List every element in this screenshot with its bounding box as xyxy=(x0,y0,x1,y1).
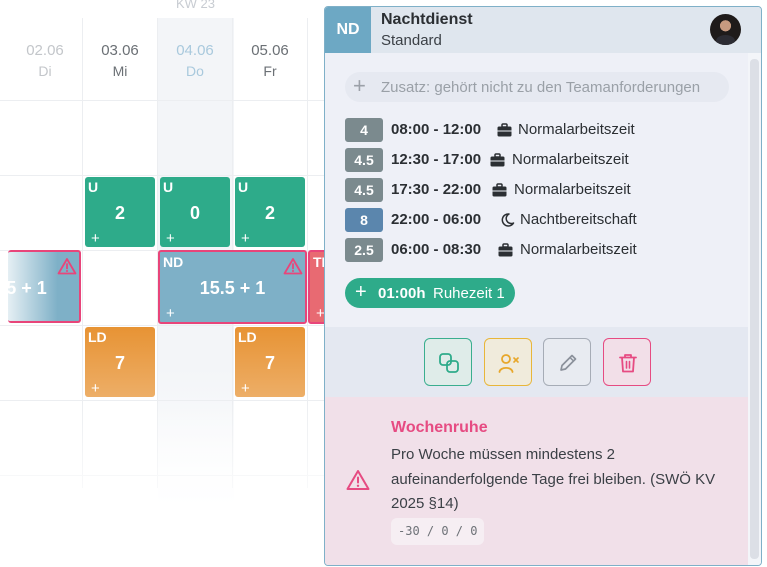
shift-card-u-mi[interactable]: U 2 + xyxy=(85,177,155,247)
grid-line xyxy=(0,175,330,176)
action-bar xyxy=(325,327,748,397)
day-date: 03.06 xyxy=(101,42,139,59)
shift-card-u-fr[interactable]: U 2 + xyxy=(235,177,305,247)
day-date: 04.06 xyxy=(176,42,214,59)
warning-icon xyxy=(346,470,370,490)
warning-title: Wochenruhe xyxy=(391,419,488,436)
shift-title: Nachtdienst xyxy=(381,11,473,28)
segment-time: 08:00 - 12:00 xyxy=(391,121,482,138)
warning-icon xyxy=(283,258,303,275)
segment-type: Normalarbeitszeit xyxy=(514,181,631,198)
day-header-fr[interactable]: 05.06 Fr xyxy=(233,42,307,79)
day-name: Mi xyxy=(112,63,128,79)
hours-badge: 8 xyxy=(345,208,383,232)
segment-type: Nachtbereitschaft xyxy=(520,211,637,228)
shift-code: U xyxy=(88,179,99,195)
grid-line xyxy=(0,100,330,101)
addon-input[interactable]: + Zusatz: gehört nicht zu den Teamanford… xyxy=(345,72,729,102)
add-icon[interactable]: + xyxy=(241,380,250,397)
shift-card-u-do[interactable]: U 0 + xyxy=(160,177,230,247)
shift-detail-popup: ND Nachtdienst Standard + Zusatz: gehört… xyxy=(324,6,762,566)
trash-icon xyxy=(619,354,637,373)
day-header-do[interactable]: 04.06 Do xyxy=(158,42,232,79)
shift-value: 7 xyxy=(264,353,275,373)
add-icon[interactable]: + xyxy=(316,305,325,322)
rule-warning: Wochenruhe Pro Woche müssen mindestens 2… xyxy=(325,397,748,565)
warning-icon xyxy=(57,258,77,275)
moon-icon xyxy=(501,213,515,227)
add-rest-time-button[interactable]: + 01:00h Ruhezeit 1 xyxy=(345,278,515,308)
segment-type: Normalarbeitszeit xyxy=(520,241,637,258)
avatar[interactable] xyxy=(710,14,741,45)
plus-icon: + xyxy=(353,73,366,98)
user-remove-icon xyxy=(498,354,519,373)
hours-badge: 4.5 xyxy=(345,148,383,172)
segment-type: Normalarbeitszeit xyxy=(512,151,629,168)
add-icon[interactable]: + xyxy=(166,305,175,322)
day-header-di[interactable]: 02.06 Di xyxy=(8,42,82,79)
grid-line xyxy=(82,18,83,488)
day-name: Fr xyxy=(263,63,277,79)
delete-button[interactable] xyxy=(603,338,651,386)
shift-type-badge: ND xyxy=(325,7,371,53)
addon-placeholder: Zusatz: gehört nicht zu den Teamanforder… xyxy=(381,79,701,96)
fade-overlay xyxy=(0,400,330,567)
edit-button[interactable] xyxy=(543,338,591,386)
warning-text: Pro Woche müssen mindestens 2 aufeinande… xyxy=(391,446,716,512)
briefcase-icon xyxy=(498,243,513,257)
add-icon[interactable]: + xyxy=(91,230,100,247)
grid-line xyxy=(0,325,330,326)
day-date: 05.06 xyxy=(251,42,289,59)
shift-code: U xyxy=(238,179,249,195)
grid-line xyxy=(157,18,158,488)
shift-value: 0 xyxy=(189,203,200,223)
day-date: 02.06 xyxy=(26,42,64,59)
segment-type: Normalarbeitszeit xyxy=(518,121,635,138)
add-icon[interactable]: + xyxy=(241,230,250,247)
shift-subtitle: Standard xyxy=(381,32,442,49)
shift-value: 15.5 + 1 xyxy=(199,278,266,298)
shift-code: ND xyxy=(163,254,184,270)
segment-time: 12:30 - 17:00 xyxy=(391,151,482,168)
day-header-mi[interactable]: 03.06 Mi xyxy=(83,42,157,79)
segment-time: 22:00 - 06:00 xyxy=(391,211,482,228)
add-icon[interactable]: + xyxy=(91,380,100,397)
shift-card-ld-mi[interactable]: LD 7 + xyxy=(85,327,155,397)
shift-code: LD xyxy=(238,329,257,345)
briefcase-icon xyxy=(490,153,505,167)
add-icon[interactable]: + xyxy=(166,230,175,247)
shift-value: 2 xyxy=(114,203,125,223)
shift-value: 7 xyxy=(114,353,125,373)
day-name: Di xyxy=(38,63,52,79)
hours-badge: 4 xyxy=(345,118,383,142)
segment-time: 06:00 - 08:30 xyxy=(391,241,482,258)
shift-code: U xyxy=(163,179,174,195)
briefcase-icon xyxy=(492,183,507,197)
rest-time: 01:00h xyxy=(378,285,426,302)
rest-label: Ruhezeit 1 xyxy=(433,285,505,302)
shift-card-partial-left[interactable]: 5 + 1 xyxy=(6,250,81,323)
segment-time: 17:30 - 22:00 xyxy=(391,181,482,198)
day-name: Do xyxy=(186,63,204,79)
shift-value: 5 + 1 xyxy=(6,278,47,298)
week-label: KW 23 xyxy=(176,0,216,11)
copy-button[interactable] xyxy=(424,338,472,386)
assign-user-button[interactable] xyxy=(484,338,532,386)
scrollbar-thumb[interactable] xyxy=(750,59,759,559)
copy-icon xyxy=(439,353,459,373)
shift-code: LD xyxy=(88,329,107,345)
shift-card-nd-do[interactable]: ND 15.5 + 1 + xyxy=(158,250,307,324)
grid-line xyxy=(307,18,308,488)
shift-value: 2 xyxy=(264,203,275,223)
popup-header: ND Nachtdienst Standard xyxy=(325,7,761,53)
briefcase-icon xyxy=(497,123,512,137)
plus-icon: + xyxy=(355,281,367,303)
shift-card-ld-fr[interactable]: LD 7 + xyxy=(235,327,305,397)
hours-badge: 4.5 xyxy=(345,178,383,202)
pencil-icon xyxy=(560,354,577,371)
hours-badge: 2.5 xyxy=(345,238,383,262)
warning-code: -30 / 0 / 0 xyxy=(391,518,485,545)
